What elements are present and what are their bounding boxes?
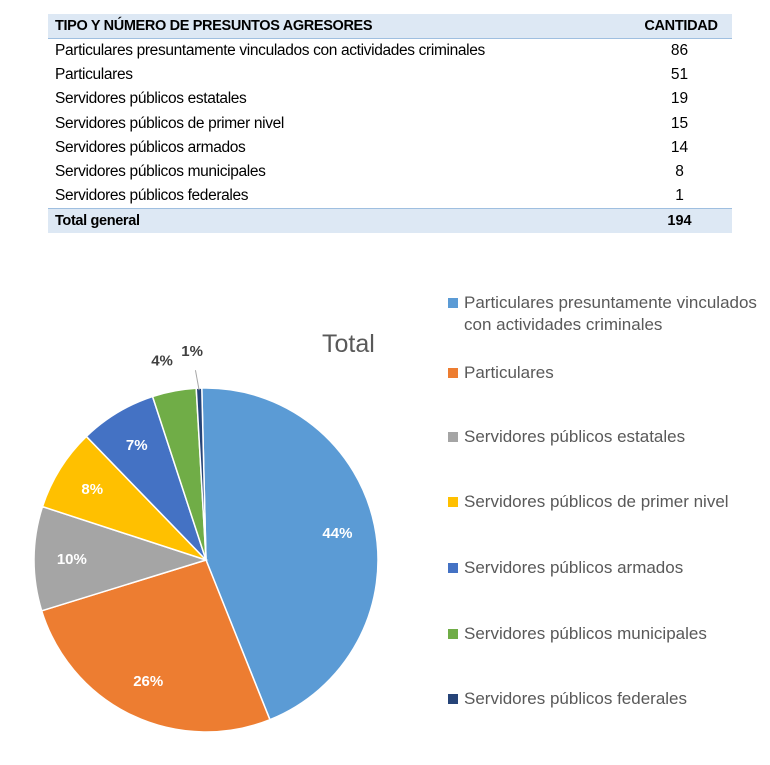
data-label: 4%	[151, 352, 173, 369]
legend-label: Servidores públicos estatales	[464, 427, 686, 446]
row-value: 19	[670, 90, 689, 108]
legend-item: Servidores públicos municipales	[448, 623, 759, 645]
legend-item: Servidores públicos federales	[448, 688, 759, 710]
row-label: Servidores públicos estatales	[55, 90, 247, 108]
row-label: Particulares	[55, 66, 133, 84]
row-value: 15	[670, 114, 689, 132]
data-label: 44%	[322, 525, 352, 542]
data-label: 1%	[181, 343, 203, 360]
row-value: 1	[675, 187, 684, 205]
row-label: Servidores públicos municipales	[55, 163, 266, 181]
slice-estatales	[33, 505, 209, 612]
legend-label: Particulares	[464, 363, 554, 382]
row-label: Servidores públicos federales	[55, 187, 249, 205]
legend-swatch	[448, 629, 458, 639]
aggressors-table: TIPO Y NÚMERO DE PRESUNTOS AGRESORES CAN…	[48, 14, 732, 234]
legend-swatch	[448, 694, 458, 704]
table-row: Servidores públicos federales 1	[48, 184, 732, 208]
row-value: 86	[670, 42, 689, 60]
table-row: Servidores públicos municipales 8	[48, 160, 732, 184]
header-quantity-label: CANTIDAD	[644, 18, 718, 34]
table-header: TIPO Y NÚMERO DE PRESUNTOS AGRESORES CAN…	[48, 14, 732, 39]
legend-label: Servidores públicos armados	[464, 558, 684, 577]
header-type-label: TIPO Y NÚMERO DE PRESUNTOS AGRESORES	[55, 18, 373, 34]
row-label: Servidores públicos de primer nivel	[55, 114, 284, 132]
legend-label: Servidores públicos de primer nivel	[464, 492, 729, 511]
slice-criminales	[201, 387, 379, 721]
legend-swatch	[448, 298, 458, 308]
data-label: 26%	[133, 673, 163, 690]
table-row: Servidores públicos armados 14	[48, 136, 732, 160]
legend-label: Particulares presuntamente vinculados co…	[464, 293, 757, 334]
table-total-row: Total general 194	[48, 208, 732, 234]
legend-label: Servidores públicos municipales	[464, 624, 707, 643]
total-label: Total general	[55, 213, 140, 230]
slice-particulares	[40, 559, 271, 733]
legend-item: Servidores públicos estatales	[448, 426, 759, 448]
table-row: Servidores públicos de primer nivel 15	[48, 112, 732, 136]
row-value: 8	[675, 163, 684, 181]
legend-label: Servidores públicos federales	[464, 689, 688, 708]
legend-item: Servidores públicos armados	[448, 557, 759, 579]
leader-line	[194, 370, 200, 391]
row-label: Servidores públicos armados	[55, 138, 246, 156]
legend-swatch	[448, 368, 458, 378]
row-label: Particulares presuntamente vinculados co…	[55, 42, 485, 60]
data-label: 8%	[81, 481, 103, 498]
row-value: 14	[670, 138, 689, 156]
legend-item: Servidores públicos de primer nivel	[448, 491, 759, 513]
total-value: 194	[667, 213, 692, 230]
legend-swatch	[448, 497, 458, 507]
table-row: Particulares 51	[48, 63, 732, 87]
legend-item: Particulares	[448, 362, 759, 384]
legend-swatch	[448, 563, 458, 573]
table-row: Particulares presuntamente vinculados co…	[48, 39, 732, 63]
table-row: Servidores públicos estatales 19	[48, 87, 732, 111]
chart-title: Total	[322, 330, 375, 358]
legend-swatch	[448, 432, 458, 442]
legend-item: Particulares presuntamente vinculados co…	[448, 292, 759, 336]
row-value: 51	[670, 66, 689, 84]
data-label: 7%	[126, 437, 148, 454]
data-label: 10%	[57, 551, 87, 568]
pie-chart: 44% 26% 10% 8% 7% 4% 1%	[33, 343, 379, 733]
